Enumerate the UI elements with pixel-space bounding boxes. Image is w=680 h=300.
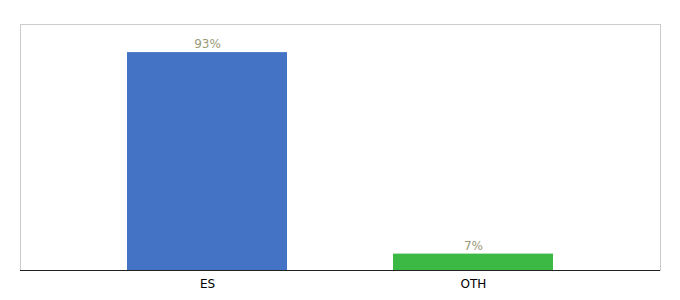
svg-text:ES: ES (200, 277, 215, 291)
svg-text:OTH: OTH (461, 277, 487, 291)
svg-text:7%: 7% (464, 239, 483, 253)
svg-text:93%: 93% (194, 37, 221, 51)
